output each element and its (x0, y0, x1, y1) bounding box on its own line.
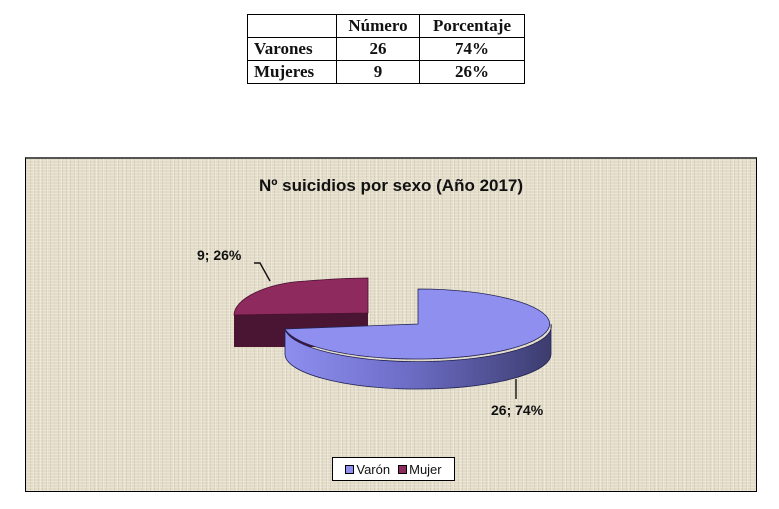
chart-legend: Varón Mujer (332, 457, 455, 481)
data-label-mujer: 9; 26% (197, 247, 242, 263)
legend-item-varon: Varón (345, 462, 390, 477)
table-cell-percent: 26% (419, 60, 525, 84)
legend-label-varon: Varón (356, 461, 391, 477)
table-row: Varones 26 74% (247, 37, 525, 61)
data-table: Número Porcentaje Varones 26 74% Mujeres… (247, 14, 525, 84)
data-label-varon: 26; 74% (491, 402, 544, 418)
slice-varon (284, 288, 552, 390)
table-row-label: Mujeres (247, 60, 337, 84)
table-header-empty (247, 14, 337, 38)
table-cell-percent: 74% (419, 37, 525, 61)
legend-swatch-mujer (398, 464, 408, 474)
chart-title: Nº suicidios por sexo (Año 2017) (258, 176, 524, 195)
legend-swatch-varon (345, 464, 355, 474)
legend-label-mujer: Mujer (409, 461, 442, 477)
table-header-numero: Número (336, 14, 420, 38)
table-header-porcentaje: Porcentaje (419, 14, 525, 38)
table-cell-number: 26 (336, 37, 420, 61)
pie-chart-graphic (233, 262, 552, 399)
table-row-label: Varones (247, 37, 337, 61)
legend-item-mujer: Mujer (398, 462, 442, 477)
table-row: Mujeres 9 26% (247, 60, 525, 84)
table-cell-number: 9 (336, 60, 420, 84)
leader-line-mujer (254, 262, 271, 282)
pie-chart: Nº suicidios por sexo (Año 2017) 9; 26% … (25, 157, 757, 492)
table-header-row: Número Porcentaje (247, 14, 525, 38)
